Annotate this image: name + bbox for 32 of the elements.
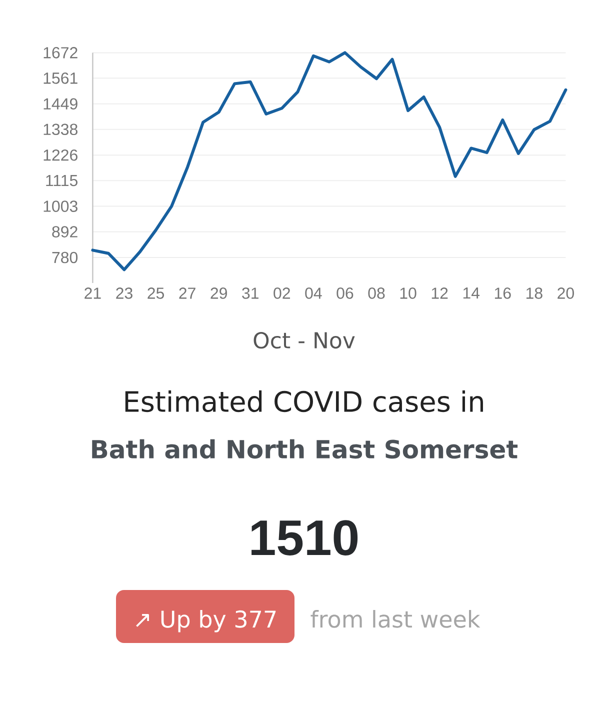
x-tick-label: 06 — [336, 288, 354, 299]
x-tick-label: 23 — [116, 288, 132, 299]
x-tick-label: 18 — [526, 288, 542, 299]
x-tick-label: 29 — [210, 288, 227, 299]
x-tick-label: 25 — [148, 288, 164, 299]
y-tick-label: 1338 — [44, 124, 78, 136]
text: ↗ Up by 377 — [136, 610, 276, 632]
y-tick-label: 1561 — [44, 72, 78, 84]
x-tick-label: 10 — [400, 288, 416, 299]
text: Estimated COVID cases in — [125, 390, 483, 412]
x-tick-label: 04 — [305, 288, 322, 299]
y-tick-label: 892 — [52, 226, 78, 238]
y-tick-label: 1449 — [44, 98, 78, 110]
y-tick-label: 1226 — [44, 149, 78, 161]
x-tick-label: 14 — [463, 288, 480, 299]
x-tick-label: 21 — [84, 288, 101, 299]
x-tick-label: 20 — [558, 288, 574, 299]
x-tick-label: 27 — [179, 288, 196, 299]
line-series — [91, 51, 568, 272]
text: 1510 — [252, 520, 358, 556]
text: from last week — [310, 610, 480, 628]
x-tick-label: 16 — [494, 288, 511, 299]
y-tick-label: 1672 — [44, 47, 78, 58]
y-tick-label: 1115 — [46, 175, 78, 186]
text: Bath and North East Somerset — [92, 439, 518, 459]
x-tick-label: 12 — [432, 288, 448, 299]
x-tick-label: 08 — [368, 288, 385, 299]
x-axis-title: Oct - Nov — [254, 332, 355, 349]
x-tick-label: 02 — [274, 288, 290, 299]
y-tick-label: 1003 — [44, 200, 78, 212]
y-tick-label: 780 — [52, 252, 78, 264]
x-tick-label: 31 — [242, 288, 258, 299]
